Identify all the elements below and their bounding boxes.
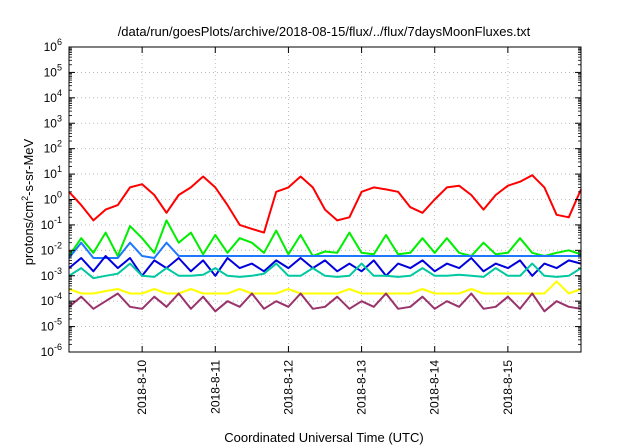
y-tick-base: 10 [44,65,58,79]
y-tick-base: 10 [41,218,55,232]
y-tick-label: 10-5 [41,317,62,334]
y-tick-base: 10 [44,40,58,54]
series-line-5 [68,262,582,280]
series-line-7 [68,292,582,313]
x-tick-label: 2018-8-14 [428,360,442,415]
y-tick-label: 10-6 [41,342,62,359]
y-tick-label: 10-3 [41,266,62,283]
y-tick-label: 101 [44,164,62,181]
y-axis-label-exponent: 2 [20,196,30,201]
series-line-3 [68,241,581,259]
y-tick-base: 10 [41,243,55,257]
y-axis-label-unit: protons/cm [21,201,36,265]
x-tick-label: 2018-8-12 [281,360,295,415]
y-tick-label: 10-1 [41,215,62,232]
y-tick-label: 105 [44,62,62,79]
y-tick-exponent: -2 [54,240,62,250]
y-axis-label: protons/cm2-s-sr-MeV [20,138,36,265]
y-tick-base: 10 [44,91,58,105]
x-tick-label: 2018-8-11 [208,360,222,414]
series-line-2 [68,219,582,257]
y-tick-exponent: 1 [57,164,62,174]
series-line-4 [68,255,582,277]
y-axis-label-rest: -s-sr-MeV [21,138,36,195]
y-tick-exponent: 6 [57,37,62,47]
y-tick-base: 10 [44,193,58,207]
y-tick-base: 10 [44,116,58,130]
x-tick-labels: 2018-8-10 2018-8-11 2018-8-12 2018-8-13 2018… [135,360,515,415]
y-tick-exponent: 0 [57,190,62,200]
y-tick-exponent: 5 [57,62,62,72]
y-tick-label: 106 [44,37,62,54]
y-tick-label: 10-4 [41,291,62,308]
y-tick-label: 100 [44,190,62,207]
y-tick-exponent: -5 [54,317,62,327]
y-tick-label: 104 [44,88,62,105]
y-tick-label: 10-2 [41,240,62,257]
y-tick-base: 10 [41,294,55,308]
x-tick-label: 2018-8-15 [501,360,515,415]
y-tick-labels: 10-610-510-410-310-210-11001011021031041… [41,37,62,359]
series-line-6 [68,280,582,295]
series-line-1 [68,174,582,234]
y-tick-exponent: -3 [54,266,62,276]
axis-ticks [69,46,581,353]
y-tick-base: 10 [41,320,55,334]
y-tick-base: 10 [44,167,58,181]
y-tick-exponent: 3 [57,113,62,123]
y-tick-base: 10 [44,142,58,156]
x-tick-label: 2018-8-13 [355,360,369,415]
x-axis-label: Coordinated Universal Time (UTC) [224,430,423,445]
series-lines [68,174,582,313]
y-tick-exponent: -1 [54,215,62,225]
y-tick-exponent: -4 [54,291,62,301]
y-tick-exponent: -6 [54,342,62,352]
y-tick-exponent: 2 [57,139,62,149]
x-tick-label: 2018-8-10 [135,360,149,415]
y-tick-exponent: 4 [57,88,62,98]
y-tick-label: 102 [44,139,62,156]
y-tick-base: 10 [41,345,55,359]
y-tick-label: 103 [44,113,62,130]
chart-title: /data/run/goesPlots/archive/2018-08-15/f… [118,24,531,39]
y-tick-base: 10 [41,269,55,283]
